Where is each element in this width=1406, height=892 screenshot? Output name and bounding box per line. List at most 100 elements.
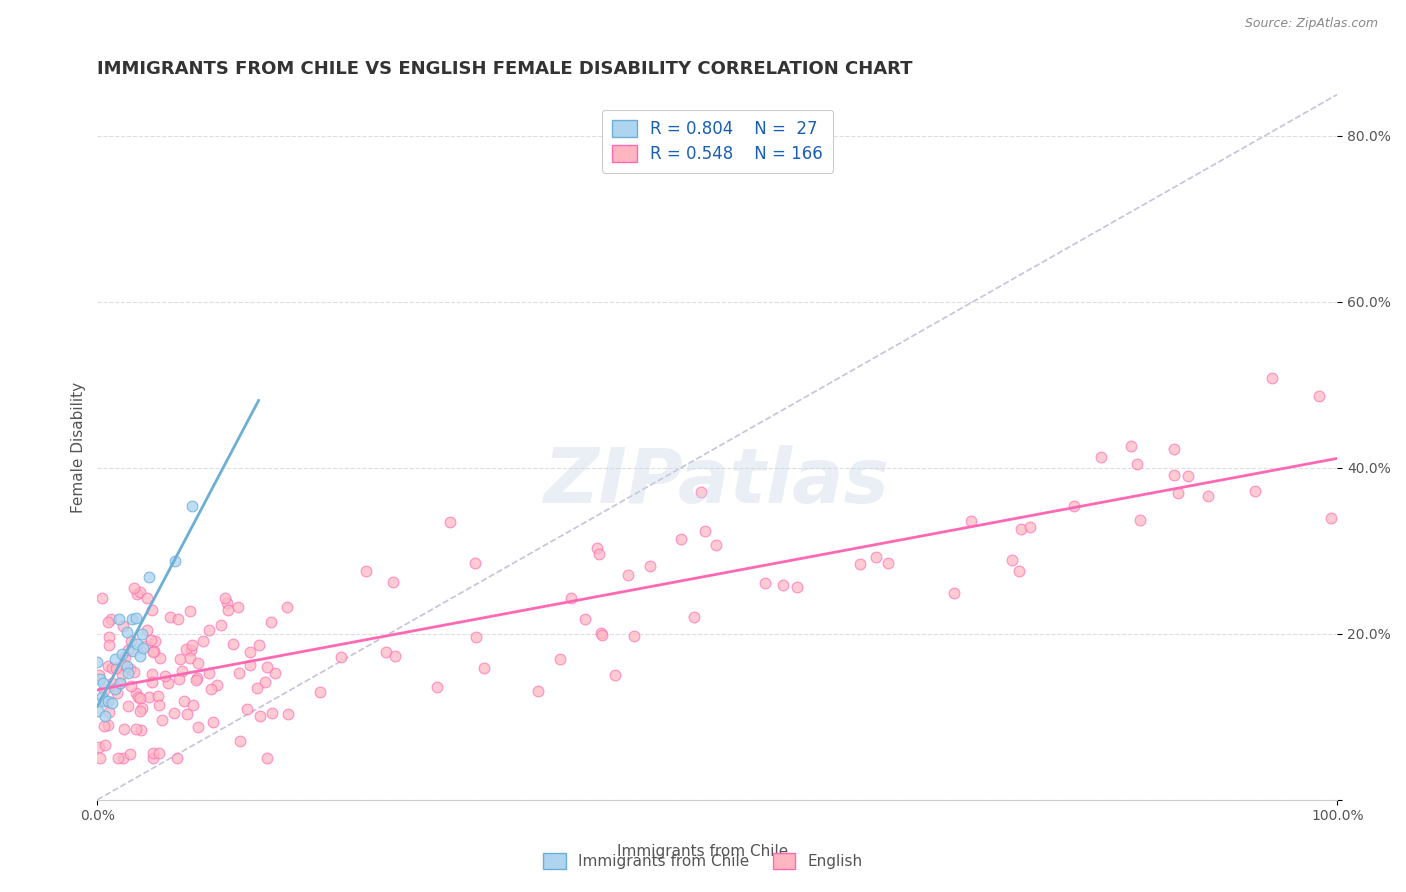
- Point: [218, 602, 240, 616]
- Point: [256, 659, 278, 673]
- Point: [121, 612, 143, 626]
- Point: [125, 637, 148, 651]
- Point: [176, 706, 198, 721]
- Point: [772, 578, 794, 592]
- Point: [138, 570, 160, 584]
- Point: [135, 624, 157, 638]
- Point: [122, 581, 145, 595]
- Point: [129, 690, 152, 705]
- Point: [375, 645, 398, 659]
- Point: [200, 681, 222, 696]
- Point: [108, 676, 131, 690]
- Point: [98, 630, 121, 644]
- Point: [120, 662, 142, 676]
- Point: [89, 673, 111, 687]
- Point: [1261, 371, 1284, 385]
- Point: [96, 659, 118, 673]
- Text: IMMIGRANTS FROM CHILE VS ENGLISH FEMALE DISABILITY CORRELATION CHART: IMMIGRANTS FROM CHILE VS ENGLISH FEMALE …: [97, 60, 912, 78]
- Point: [276, 707, 298, 722]
- Point: [246, 681, 269, 695]
- Point: [1090, 450, 1112, 464]
- Point: [239, 645, 262, 659]
- Point: [1308, 389, 1330, 403]
- Legend: R = 0.804    N =  27, R = 0.548    N = 166: R = 0.804 N = 27, R = 0.548 N = 166: [602, 110, 832, 173]
- Point: [107, 612, 129, 626]
- Point: [131, 701, 153, 715]
- Point: [98, 638, 121, 652]
- Point: [91, 675, 114, 690]
- Point: [589, 626, 612, 640]
- Point: [181, 499, 204, 513]
- Point: [426, 680, 449, 694]
- Point: [89, 751, 111, 765]
- Point: [695, 524, 717, 539]
- Point: [105, 661, 128, 675]
- Point: [198, 666, 221, 681]
- Point: [638, 559, 661, 574]
- Point: [560, 591, 582, 605]
- Point: [174, 641, 197, 656]
- Point: [221, 636, 243, 650]
- Point: [465, 630, 488, 644]
- Point: [97, 615, 120, 629]
- Point: [163, 554, 186, 568]
- Point: [93, 719, 115, 733]
- Point: [169, 652, 191, 666]
- Point: [329, 649, 352, 664]
- Point: [586, 541, 609, 555]
- Point: [186, 671, 208, 685]
- Point: [115, 658, 138, 673]
- Text: Immigrants from Chile: Immigrants from Chile: [617, 845, 789, 859]
- Point: [155, 668, 177, 682]
- Point: [439, 515, 461, 529]
- Point: [138, 690, 160, 704]
- Point: [142, 645, 165, 659]
- Point: [877, 557, 900, 571]
- Point: [141, 675, 163, 690]
- Point: [1177, 468, 1199, 483]
- Point: [704, 538, 727, 552]
- Point: [124, 665, 146, 679]
- Point: [186, 673, 208, 687]
- Point: [183, 698, 205, 713]
- Point: [118, 747, 141, 761]
- Point: [548, 652, 571, 666]
- Point: [167, 672, 190, 686]
- Point: [105, 686, 128, 700]
- Point: [142, 751, 165, 765]
- Point: [1008, 564, 1031, 578]
- Point: [111, 667, 134, 681]
- Point: [682, 610, 704, 624]
- Point: [100, 612, 122, 626]
- Point: [94, 738, 117, 752]
- Point: [104, 681, 127, 695]
- Point: [93, 692, 115, 706]
- Point: [117, 643, 139, 657]
- Point: [574, 612, 596, 626]
- Point: [865, 549, 887, 564]
- Point: [180, 642, 202, 657]
- Point: [93, 682, 115, 697]
- Point: [87, 704, 110, 718]
- Point: [1167, 485, 1189, 500]
- Point: [125, 722, 148, 736]
- Point: [143, 634, 166, 648]
- Point: [256, 751, 278, 765]
- Text: ZIPatlas: ZIPatlas: [544, 445, 890, 519]
- Point: [197, 623, 219, 637]
- Point: [110, 676, 132, 690]
- Point: [254, 674, 277, 689]
- Point: [239, 658, 262, 673]
- Point: [117, 665, 139, 680]
- Point: [276, 600, 298, 615]
- Point: [91, 690, 114, 704]
- Point: [128, 704, 150, 718]
- Point: [132, 641, 155, 656]
- Point: [97, 718, 120, 732]
- Point: [163, 706, 186, 720]
- Point: [94, 708, 117, 723]
- Point: [228, 666, 250, 681]
- Point: [122, 644, 145, 658]
- Point: [1129, 512, 1152, 526]
- Point: [117, 698, 139, 713]
